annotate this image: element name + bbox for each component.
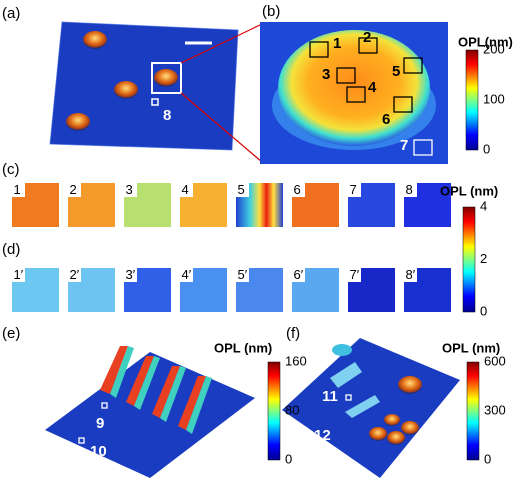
panel-label: (a)	[2, 5, 20, 22]
tile-label: 5′	[238, 267, 248, 282]
tile-label: 5	[238, 182, 245, 197]
tile-label-bg	[12, 183, 25, 197]
tile-label-bg	[404, 183, 417, 197]
colorbar-tick: 0	[484, 451, 491, 466]
region-label: 6	[382, 111, 390, 128]
panel-label: (e)	[2, 325, 20, 342]
panel-a-image	[49, 21, 263, 163]
tile-label-bg	[180, 183, 193, 197]
region-label: 7	[400, 137, 408, 154]
region-label: 5	[392, 63, 400, 80]
colorbar-title: OPL(nm)	[458, 34, 513, 49]
colorbar-tick: 0	[483, 141, 490, 156]
region-label: 1	[333, 35, 341, 52]
colorbar-tick: 0	[480, 303, 487, 318]
region-label: 10	[90, 443, 107, 460]
region-label: 12	[314, 427, 331, 444]
colorbar-tick: 600	[484, 353, 506, 368]
colorbar	[466, 361, 480, 461]
region-label: 11	[322, 388, 338, 405]
colorbar	[267, 361, 281, 461]
tile-label-bg	[292, 183, 305, 197]
tile-label: 7	[350, 182, 357, 197]
tile-label-bg	[236, 268, 249, 282]
panel-label: (d)	[2, 241, 20, 258]
tile-label-bg	[348, 183, 361, 197]
region-label: 8	[163, 107, 171, 124]
colorbar	[465, 49, 479, 151]
colorbar-tick: 0	[285, 451, 292, 466]
tile-label: 8′	[406, 267, 416, 282]
colorbar-tick: 160	[285, 353, 307, 368]
tile-label: 1	[14, 182, 21, 197]
colorbar-title: OPL (nm)	[440, 183, 498, 198]
tile-label-bg	[292, 268, 305, 282]
panel-b-image	[260, 22, 448, 164]
region-label: 9	[96, 415, 104, 432]
tile-label-bg	[68, 183, 81, 197]
colorbar-tick: 300	[484, 402, 506, 417]
panel-f-image	[282, 338, 460, 478]
region-label: 4	[368, 79, 377, 96]
tile-label: 2	[70, 182, 77, 197]
tile-label-bg	[124, 268, 137, 282]
tile-label: 7′	[350, 267, 360, 282]
colorbar	[462, 206, 476, 313]
colorbar-tick: 100	[483, 91, 505, 106]
colorbar-tick: 200	[483, 41, 505, 56]
tile-label-bg	[404, 268, 417, 282]
colorbar-tick: 4	[480, 198, 487, 213]
tile-label-bg	[236, 183, 249, 197]
tile-label: 2′	[70, 267, 80, 282]
tile-label: 6′	[294, 267, 304, 282]
tile-label-bg	[68, 268, 81, 282]
tile-label-bg	[180, 268, 193, 282]
colorbar-title: OPL (nm)	[442, 340, 500, 355]
tile-label: 4	[182, 182, 189, 197]
colorbar-tick: 80	[285, 402, 299, 417]
tile-label-bg	[348, 268, 361, 282]
tile-label: 3	[126, 182, 133, 197]
tile-label-bg	[124, 183, 137, 197]
tile-label-bg	[12, 268, 25, 282]
region-label: 3	[322, 66, 330, 83]
tile-label: 8	[406, 182, 413, 197]
panel-label: (f)	[286, 325, 300, 342]
panel-label: (b)	[262, 3, 280, 20]
tile-label: 3′	[126, 267, 136, 282]
tile-label: 6	[294, 182, 301, 197]
region-label: 2	[363, 29, 371, 46]
tile-label: 4′	[182, 267, 192, 282]
panel-label: (c)	[2, 161, 20, 178]
panel-e-image	[45, 346, 255, 478]
colorbar-title: OPL (nm)	[214, 340, 272, 355]
colorbar-tick: 2	[480, 251, 487, 266]
tile-label: 1′	[14, 267, 24, 282]
